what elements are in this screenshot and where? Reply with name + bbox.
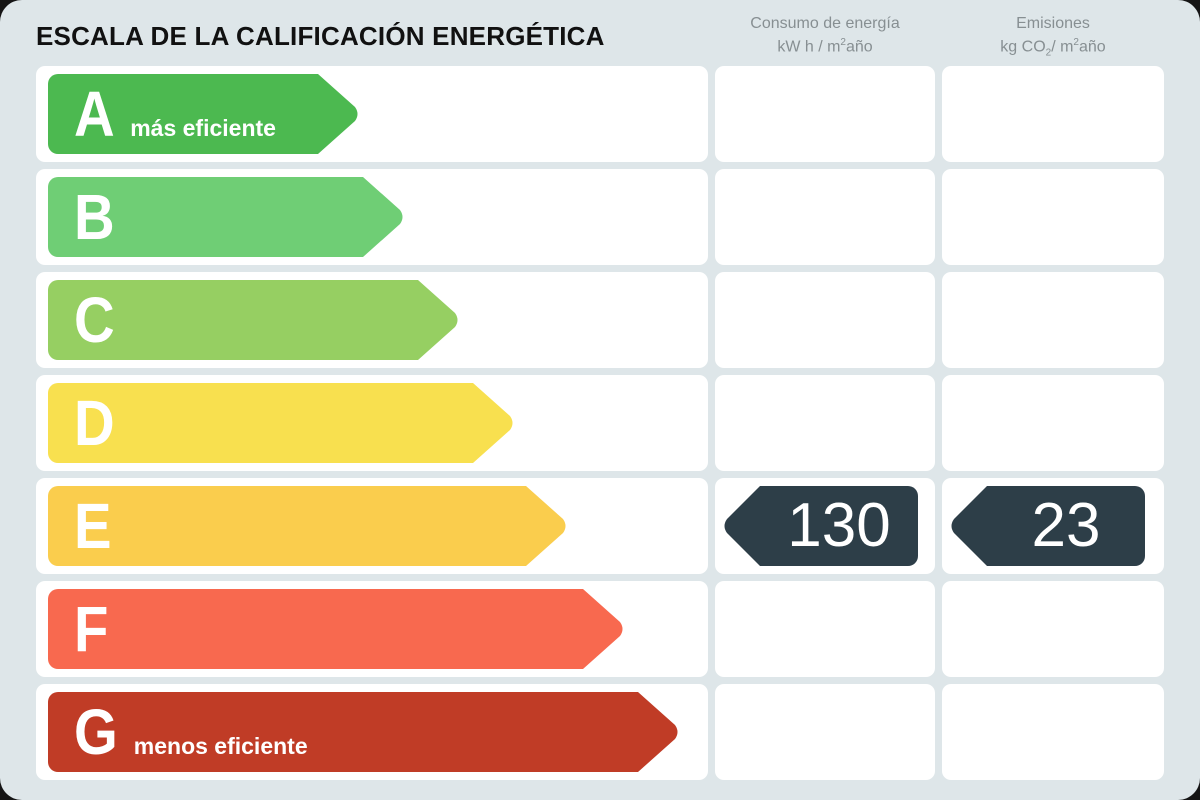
- emissions-cell-f: [942, 581, 1164, 677]
- consumption-column-header: Consumo de energía kW h / m2año: [715, 14, 935, 56]
- rating-arrow-a: A más eficiente: [48, 74, 360, 154]
- rating-row-b: B: [36, 169, 708, 265]
- emissions-cell-e: 23: [942, 478, 1164, 574]
- arrow-tip-icon: [951, 486, 999, 566]
- arrow-tip-icon: [724, 486, 772, 566]
- rating-arrow-b: B: [48, 177, 405, 257]
- page-title: ESCALA DE LA CALIFICACIÓN ENERGÉTICA: [36, 21, 605, 51]
- rating-arrow-d: D: [48, 383, 515, 463]
- emissions-header-line1: Emisiones: [1016, 15, 1090, 32]
- arrow-tip-icon: [306, 74, 358, 154]
- emissions-cell-b: [942, 169, 1164, 265]
- arrow-tip-icon: [514, 486, 566, 566]
- grade-letter-a: A: [74, 78, 115, 150]
- arrow-tip-icon: [351, 177, 403, 257]
- grade-sublabel-g: menos eficiente: [133, 733, 308, 759]
- emissions-cell-g: [942, 684, 1164, 780]
- emissions-cell-d: [942, 375, 1164, 471]
- grade-letter-g: G: [74, 696, 118, 768]
- emissions-cell-a: [942, 66, 1164, 162]
- consumption-header-line1: Consumo de energía: [750, 15, 900, 32]
- grade-letter-f: F: [74, 593, 109, 665]
- grade-sublabel-a: más eficiente: [130, 115, 276, 141]
- grade-letter-b: B: [74, 181, 115, 253]
- rating-row-e: E: [36, 478, 708, 574]
- rating-row-a: A más eficiente: [36, 66, 708, 162]
- consumption-cell-e: 130: [715, 478, 935, 574]
- rating-arrow-c: C: [48, 280, 460, 360]
- consumption-cell-g: [715, 684, 935, 780]
- arrow-tip-icon: [406, 280, 458, 360]
- consumption-value-arrow: 130: [722, 486, 918, 566]
- grade-letter-d: D: [74, 387, 115, 459]
- rating-row-g: G menos eficiente: [36, 684, 708, 780]
- consumption-cell-a: [715, 66, 935, 162]
- emissions-header-units: kg CO2/ m2año: [1000, 37, 1106, 59]
- rating-arrow-f: F: [48, 589, 625, 669]
- consumption-cell-d: [715, 375, 935, 471]
- consumption-header-units: kW h / m2año: [777, 37, 873, 56]
- consumption-value: 130: [787, 491, 891, 560]
- grade-letter-c: C: [74, 284, 115, 356]
- consumption-cell-f: [715, 581, 935, 677]
- emissions-value-arrow: 23: [949, 486, 1145, 566]
- emissions-value: 23: [1031, 491, 1101, 560]
- rating-row-d: D: [36, 375, 708, 471]
- emissions-column-header: Emisiones kg CO2/ m2año: [942, 14, 1164, 63]
- rating-row-f: F: [36, 581, 708, 677]
- consumption-cell-c: [715, 272, 935, 368]
- grade-letter-e: E: [74, 490, 112, 562]
- arrow-tip-icon: [461, 383, 513, 463]
- rating-arrow-g: G menos eficiente: [48, 692, 680, 772]
- arrow-tip-icon: [626, 692, 678, 772]
- arrow-tip-icon: [571, 589, 623, 669]
- consumption-cell-b: [715, 169, 935, 265]
- rating-arrow-e: E: [48, 486, 568, 566]
- emissions-cell-c: [942, 272, 1164, 368]
- rating-row-c: C: [36, 272, 708, 368]
- rating-grid: A más eficiente B: [36, 66, 1164, 780]
